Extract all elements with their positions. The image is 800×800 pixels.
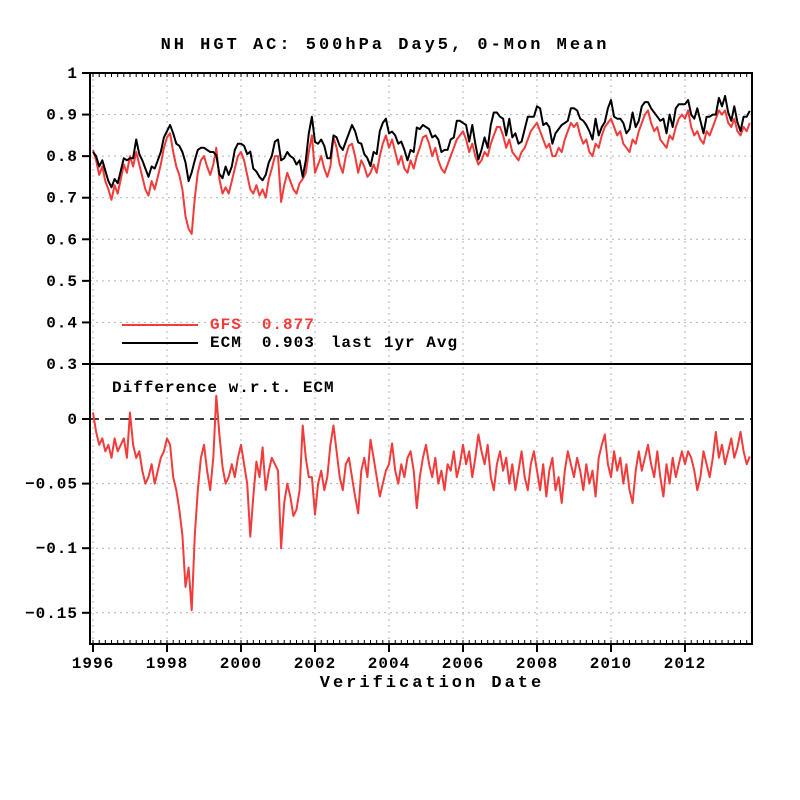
legend-gfs-label: GFS [210, 316, 242, 334]
diff-tick-label-0: 0 [67, 411, 78, 429]
ac-tick-label-0.8: 0.8 [46, 148, 78, 166]
ac-tick-label-1: 1 [67, 65, 78, 83]
legend-row-gfs: GFS 0.877 [122, 316, 315, 334]
diff-line [92, 394, 751, 612]
bottom-panel-border [89, 363, 753, 645]
gfs-line [92, 109, 751, 235]
diff-tick-label--0.15: −0.15 [25, 605, 78, 623]
year-tick-label-2006: 2006 [442, 655, 484, 673]
year-tick-label-1998: 1998 [146, 655, 188, 673]
ac-tick-label-0.4: 0.4 [46, 314, 78, 332]
ecm-line [92, 94, 751, 189]
year-tick-label-2012: 2012 [664, 655, 706, 673]
bottom-panel-label: Difference w.r.t. ECM [112, 379, 335, 397]
ac-tick-label-0.5: 0.5 [46, 273, 78, 291]
year-tick-label-2010: 2010 [590, 655, 632, 673]
diff-tick-label--0.1: −0.1 [36, 540, 78, 558]
year-tick-label-2000: 2000 [220, 655, 262, 673]
year-tick-label-2008: 2008 [516, 655, 558, 673]
ac-tick-label-0.7: 0.7 [46, 190, 78, 208]
x-axis-title: Verification Date [319, 674, 545, 693]
year-tick-label-2002: 2002 [294, 655, 336, 673]
chart-title: NH HGT AC: 500hPa Day5, 0-Mon Mean [160, 36, 610, 55]
legend-row-ecm: ECM 0.903 last 1yr Avg [122, 334, 459, 352]
legend-ecm-value: 0.903 [261, 334, 315, 352]
year-tick-label-1996: 1996 [72, 655, 114, 673]
legend-ecm-label: ECM [210, 334, 242, 352]
ecm-line-sample [122, 342, 198, 344]
ac-tick-label-0.3: 0.3 [46, 356, 78, 374]
legend-ecm-note: last 1yr Avg [330, 334, 459, 352]
year-tick-label-2004: 2004 [368, 655, 410, 673]
diff-tick-label--0.05: −0.05 [25, 476, 78, 494]
gfs-line-sample [122, 324, 198, 326]
ac-tick-label-0.6: 0.6 [46, 231, 78, 249]
legend-gfs-value: 0.877 [261, 316, 315, 334]
ac-tick-label-0.9: 0.9 [46, 107, 78, 125]
